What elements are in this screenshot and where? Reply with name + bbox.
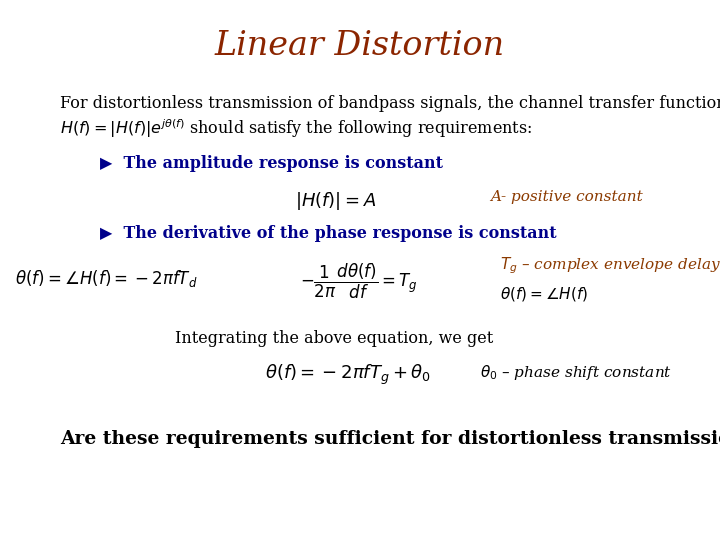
Text: A- positive constant: A- positive constant (490, 190, 643, 204)
Text: $\theta(f) = \angle H(f) = -2\pi fT_d$: $\theta(f) = \angle H(f) = -2\pi fT_d$ (15, 268, 197, 289)
Text: ▶  The derivative of the phase response is constant: ▶ The derivative of the phase response i… (100, 225, 557, 242)
Text: $\theta(f) = -2\pi fT_g + \theta_0$: $\theta(f) = -2\pi fT_g + \theta_0$ (265, 363, 431, 387)
Text: Integrating the above equation, we get: Integrating the above equation, we get (175, 330, 493, 347)
Text: $|H(f)| = A$: $|H(f)| = A$ (295, 190, 377, 212)
Text: $T_g$ – complex envelope delay: $T_g$ – complex envelope delay (500, 255, 720, 275)
Text: Linear Distortion: Linear Distortion (215, 30, 505, 62)
Text: For distortionless transmission of bandpass signals, the channel transfer functi: For distortionless transmission of bandp… (60, 95, 720, 112)
Text: $-\dfrac{1}{2\pi}\dfrac{d\theta(f)}{df} = T_g$: $-\dfrac{1}{2\pi}\dfrac{d\theta(f)}{df} … (300, 262, 418, 301)
Text: $H(f) = |H(f)|e^{j\theta(f)}$ should satisfy the following requirements:: $H(f) = |H(f)|e^{j\theta(f)}$ should sat… (60, 117, 532, 140)
Text: ▶  The amplitude response is constant: ▶ The amplitude response is constant (100, 155, 443, 172)
Text: Are these requirements sufficient for distortionless transmission?: Are these requirements sufficient for di… (60, 430, 720, 448)
Text: $\theta(f) = \angle H(f)$: $\theta(f) = \angle H(f)$ (500, 285, 588, 303)
Text: $\theta_0$ – phase shift constant: $\theta_0$ – phase shift constant (480, 363, 672, 382)
